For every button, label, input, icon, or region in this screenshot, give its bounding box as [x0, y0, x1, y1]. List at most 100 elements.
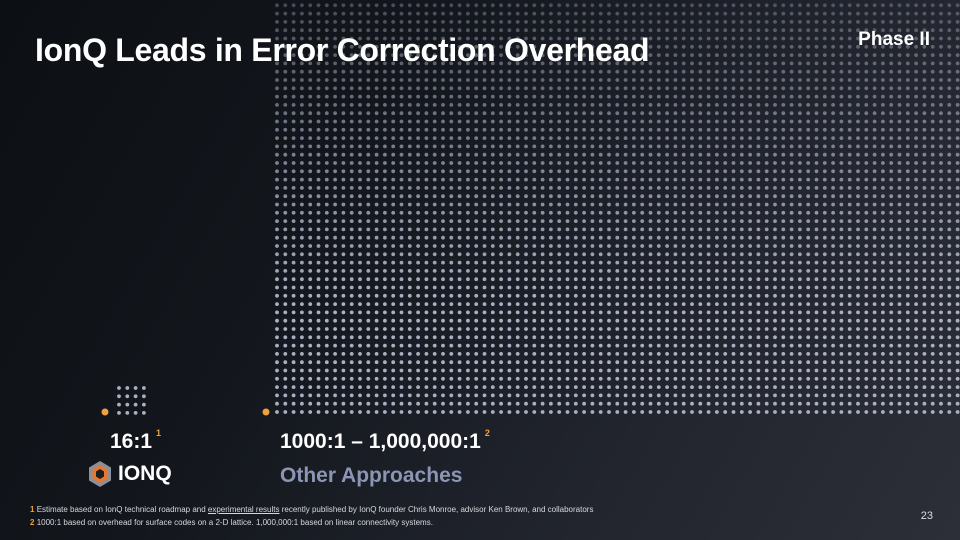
grid-dot	[822, 360, 827, 365]
grid-dot	[366, 376, 371, 381]
grid-dot	[482, 103, 487, 107]
grid-dot	[748, 111, 752, 116]
grid-dot	[524, 310, 528, 315]
grid-dot	[590, 169, 595, 174]
grid-dot	[275, 376, 279, 381]
grid-dot	[930, 11, 935, 16]
grid-dot	[407, 86, 412, 91]
grid-dot	[441, 293, 445, 298]
grid-dot	[656, 343, 661, 348]
grid-dot	[432, 202, 437, 207]
grid-dot	[615, 327, 620, 331]
grid-dot	[731, 20, 736, 24]
grid-dot	[789, 169, 794, 174]
grid-dot	[690, 177, 694, 182]
grid-dot	[905, 277, 910, 282]
grid-dot	[814, 36, 819, 41]
grid-dot	[856, 343, 860, 348]
grid-dot	[897, 202, 902, 207]
experimental-results-link[interactable]: experimental results	[207, 505, 280, 514]
footnote-text: recently published by IonQ founder Chris…	[279, 505, 594, 514]
grid-dot	[731, 318, 736, 323]
grid-dot	[731, 78, 736, 82]
grid-dot	[358, 36, 362, 41]
grid-dot	[947, 144, 952, 149]
grid-dot	[466, 385, 470, 389]
grid-dot	[573, 177, 578, 182]
grid-dot	[831, 343, 835, 348]
grid-dot	[640, 119, 645, 124]
grid-dot	[308, 136, 313, 141]
grid-dot	[781, 169, 786, 174]
grid-dot	[715, 227, 719, 232]
grid-dot	[532, 161, 537, 165]
grid-dot	[308, 244, 313, 248]
grid-dot	[399, 69, 404, 74]
grid-dot	[640, 227, 645, 232]
grid-dot	[607, 285, 611, 290]
grid-dot	[623, 161, 628, 165]
grid-dot	[391, 352, 396, 356]
grid-dot	[847, 144, 852, 149]
grid-dot	[806, 69, 811, 74]
grid-dot	[739, 169, 744, 174]
grid-dot	[283, 260, 288, 265]
grid-dot	[399, 368, 404, 373]
grid-dot	[897, 169, 902, 174]
grid-dot	[690, 78, 694, 82]
grid-dot	[490, 352, 495, 356]
grid-dot	[930, 86, 935, 91]
grid-dot	[291, 385, 296, 389]
grid-dot	[856, 327, 860, 331]
grid-dot	[432, 61, 437, 66]
grid-dot	[814, 235, 819, 240]
grid-dot	[432, 127, 437, 132]
grid-dot	[590, 61, 595, 66]
grid-dot	[872, 360, 877, 365]
grid-dot	[831, 44, 835, 49]
other-approaches-label: Other Approaches	[280, 464, 463, 487]
grid-dot	[930, 144, 935, 149]
grid-dot	[872, 69, 877, 74]
grid-dot	[324, 385, 329, 389]
grid-dot	[582, 210, 586, 215]
grid-dot	[590, 302, 595, 306]
grid-dot	[308, 360, 313, 365]
grid-dot	[889, 343, 894, 348]
grid-dot	[914, 318, 918, 323]
grid-dot	[324, 318, 329, 323]
grid-dot	[391, 44, 396, 49]
grid-dot	[349, 28, 354, 33]
grid-dot	[557, 44, 562, 49]
grid-dot	[407, 111, 412, 116]
grid-dot	[731, 11, 736, 16]
grid-dot	[349, 152, 354, 157]
grid-dot	[590, 11, 595, 16]
grid-dot	[590, 376, 595, 381]
grid-dot	[947, 152, 952, 157]
grid-dot	[723, 219, 728, 224]
grid-dot	[889, 28, 894, 33]
grid-dot	[806, 152, 811, 157]
grid-dot	[524, 53, 528, 57]
grid-dot	[648, 194, 653, 199]
grid-dot	[822, 252, 827, 257]
grid-dot	[897, 327, 902, 331]
grid-dot	[607, 136, 611, 141]
grid-dot	[798, 269, 802, 273]
grid-dot	[814, 376, 819, 381]
grid-dot	[864, 28, 869, 33]
grid-dot	[648, 227, 653, 232]
grid-dot	[441, 53, 445, 57]
grid-dot	[831, 53, 835, 57]
grid-dot	[723, 352, 728, 356]
grid-dot	[441, 61, 445, 66]
grid-dot	[914, 327, 918, 331]
grid-dot	[656, 410, 661, 414]
grid-dot	[939, 410, 943, 414]
grid-dot	[499, 385, 503, 389]
grid-dot	[482, 376, 487, 381]
grid-dot	[515, 260, 520, 265]
grid-dot	[756, 252, 761, 257]
grid-dot	[814, 385, 819, 389]
